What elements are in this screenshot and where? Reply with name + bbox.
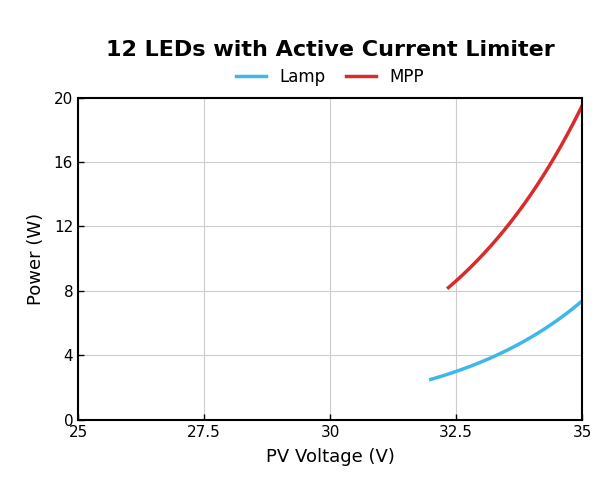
Title: 12 LEDs with Active Current Limiter: 12 LEDs with Active Current Limiter xyxy=(106,40,554,60)
MPP xyxy=(569,121,577,127)
MPP xyxy=(574,112,581,118)
MPP xyxy=(453,278,460,284)
Lamp xyxy=(568,307,575,313)
Lamp xyxy=(436,374,443,380)
Lamp xyxy=(433,375,440,381)
Legend: Lamp, MPP: Lamp, MPP xyxy=(230,61,430,92)
MPP xyxy=(445,285,452,290)
Lamp xyxy=(427,377,434,383)
X-axis label: PV Voltage (V): PV Voltage (V) xyxy=(266,448,394,466)
MPP xyxy=(581,98,588,104)
MPP xyxy=(451,280,458,286)
Y-axis label: Power (W): Power (W) xyxy=(28,213,46,305)
Line: MPP: MPP xyxy=(448,101,584,287)
MPP xyxy=(470,261,478,267)
MPP xyxy=(481,250,488,256)
Lamp xyxy=(456,367,463,373)
Lamp xyxy=(468,363,475,368)
Line: Lamp: Lamp xyxy=(431,299,584,380)
Lamp xyxy=(581,296,588,302)
Lamp xyxy=(573,303,580,308)
